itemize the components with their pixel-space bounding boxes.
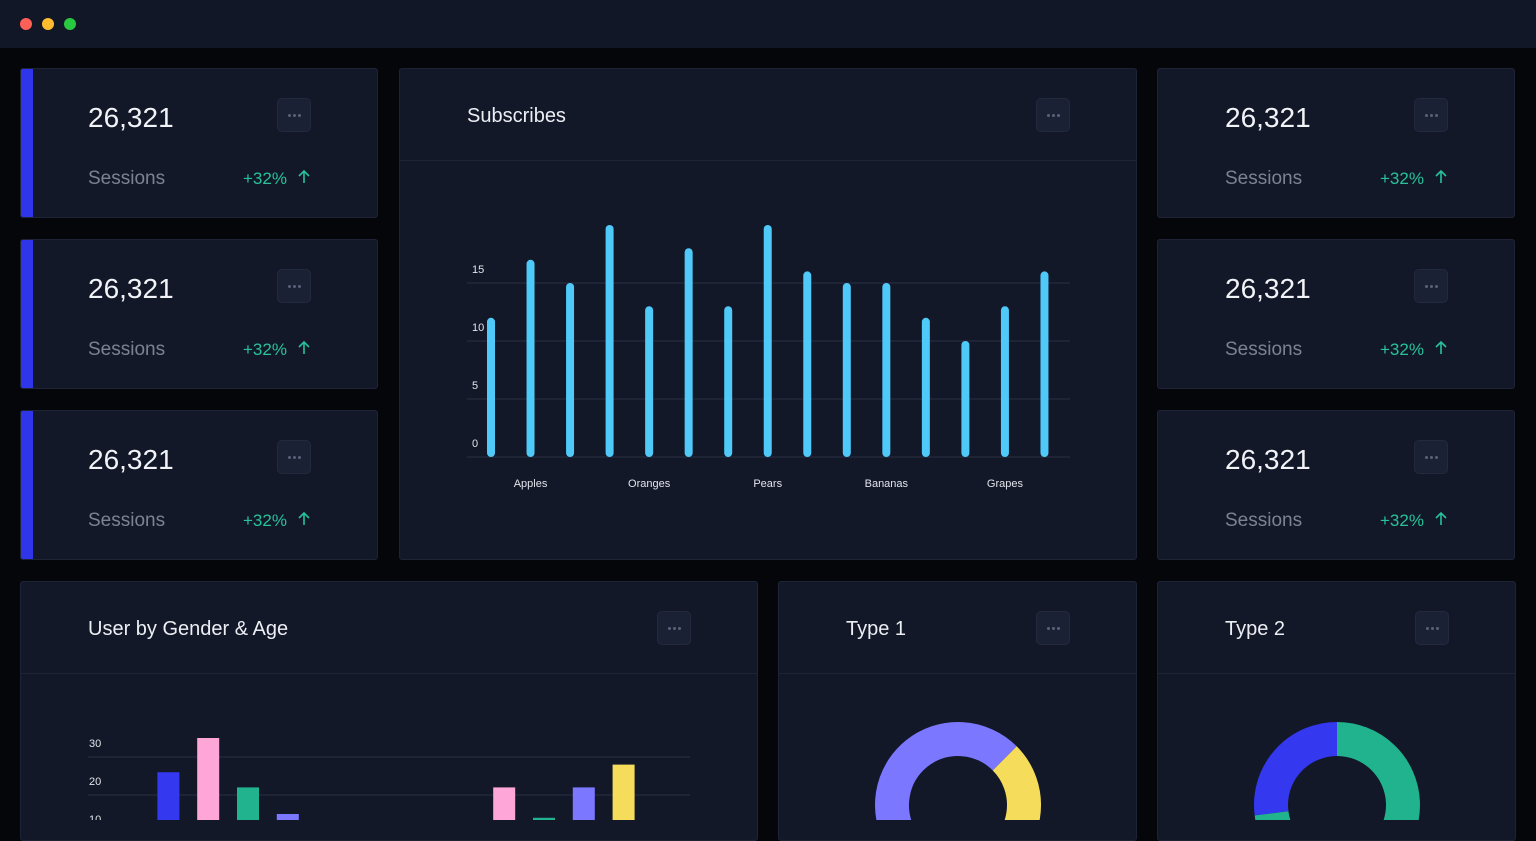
y-tick-label: 10 (89, 814, 101, 820)
stat-change: +32% (243, 511, 287, 530)
bar (566, 283, 575, 457)
bar (612, 764, 635, 820)
more-button[interactable] (657, 611, 691, 645)
stat-label: Sessions (88, 339, 166, 360)
stat-label: Sessions (1225, 339, 1303, 360)
stat-label: Sessions (88, 168, 166, 189)
stat-label: Sessions (1225, 510, 1303, 531)
arrow-up-icon (1434, 340, 1448, 361)
arrow-up-icon (1434, 511, 1448, 532)
more-button[interactable] (1415, 611, 1449, 645)
more-button[interactable] (1414, 98, 1448, 132)
bar (921, 317, 930, 457)
divider (400, 160, 1136, 161)
more-button[interactable] (1036, 611, 1070, 645)
x-tick-label: Oranges (628, 478, 671, 490)
more-button[interactable] (277, 440, 311, 474)
bar (961, 341, 970, 457)
more-button[interactable] (277, 269, 311, 303)
divider (21, 673, 757, 674)
donut-segment (1254, 722, 1338, 816)
bar (803, 271, 812, 457)
bar (882, 283, 891, 457)
bar (684, 248, 693, 457)
chart-title: Subscribes (467, 105, 566, 127)
bar (533, 817, 555, 820)
bar (493, 787, 516, 820)
stat-change: +32% (243, 169, 287, 188)
more-button[interactable] (1414, 440, 1448, 474)
close-button[interactable] (20, 18, 32, 30)
bar (842, 283, 851, 457)
y-tick-label: 10 (472, 322, 484, 334)
stat-change: +32% (1380, 511, 1424, 530)
stat-change: +32% (243, 340, 287, 359)
stat-card: 26,321 Sessions +32% (1157, 239, 1515, 389)
bar (605, 225, 614, 457)
stat-card: 26,321 Sessions +32% (1157, 68, 1515, 218)
chart-title: User by Gender & Age (88, 618, 289, 640)
accent-bar (21, 411, 33, 559)
divider (1158, 673, 1515, 674)
bar (724, 306, 733, 457)
stat-card: 26,321 Sessions +32% (20, 68, 378, 218)
x-tick-label: Pears (753, 478, 782, 490)
donut-segment (992, 746, 1041, 820)
minimize-button[interactable] (42, 18, 54, 30)
more-button[interactable] (1414, 269, 1448, 303)
chart-card: Type 1 (778, 581, 1137, 841)
donut-segment (875, 722, 1017, 820)
y-tick-label: 15 (472, 264, 484, 276)
arrow-up-icon (297, 169, 311, 190)
charts: 051015ApplesOrangesPearsBananasGrapes010… (88, 225, 1420, 820)
bar (237, 787, 259, 820)
chart-title: Type 2 (1225, 618, 1286, 640)
stat-change: +32% (1380, 169, 1424, 188)
accent-bar (21, 69, 33, 217)
bar (645, 306, 654, 457)
stat-value: 26,321 (1225, 444, 1311, 475)
bar (157, 772, 180, 820)
x-tick-label: Apples (514, 478, 548, 490)
stat-value: 26,321 (88, 102, 174, 133)
bar (276, 814, 299, 820)
stat-label: Sessions (88, 510, 166, 531)
stat-value: 26,321 (1225, 273, 1311, 304)
divider (779, 673, 1136, 674)
bar (1000, 306, 1009, 457)
bar (197, 738, 220, 820)
chart-title: Type 1 (846, 618, 907, 640)
bar (763, 225, 772, 457)
y-tick-label: 5 (472, 380, 478, 392)
more-button[interactable] (277, 98, 311, 132)
window-bar (0, 0, 1536, 48)
stat-value: 26,321 (88, 273, 174, 304)
donut-segment (1254, 722, 1420, 820)
y-tick-label: 0 (472, 438, 478, 450)
y-tick-label: 20 (89, 776, 101, 788)
y-tick-label: 30 (89, 738, 101, 750)
stat-card: 26,321 Sessions +32% (20, 239, 378, 389)
stat-card: 26,321 Sessions +32% (20, 410, 378, 560)
more-button[interactable] (1036, 98, 1070, 132)
bar (526, 259, 535, 457)
x-tick-label: Bananas (865, 478, 909, 490)
arrow-up-icon (297, 511, 311, 532)
stat-label: Sessions (1225, 168, 1303, 189)
bar (572, 787, 595, 820)
bar (487, 317, 495, 457)
bar (1040, 271, 1049, 457)
stat-value: 26,321 (1225, 102, 1311, 133)
arrow-up-icon (1434, 169, 1448, 190)
chart-card: Type 2 (1157, 581, 1516, 841)
zoom-button[interactable] (64, 18, 76, 30)
arrow-up-icon (297, 340, 311, 361)
x-tick-label: Grapes (987, 478, 1024, 490)
stat-card: 26,321 Sessions +32% (1157, 410, 1515, 560)
stat-change: +32% (1380, 340, 1424, 359)
chart-card: User by Gender & Age (20, 581, 758, 841)
accent-bar (21, 240, 33, 388)
stat-value: 26,321 (88, 444, 174, 475)
